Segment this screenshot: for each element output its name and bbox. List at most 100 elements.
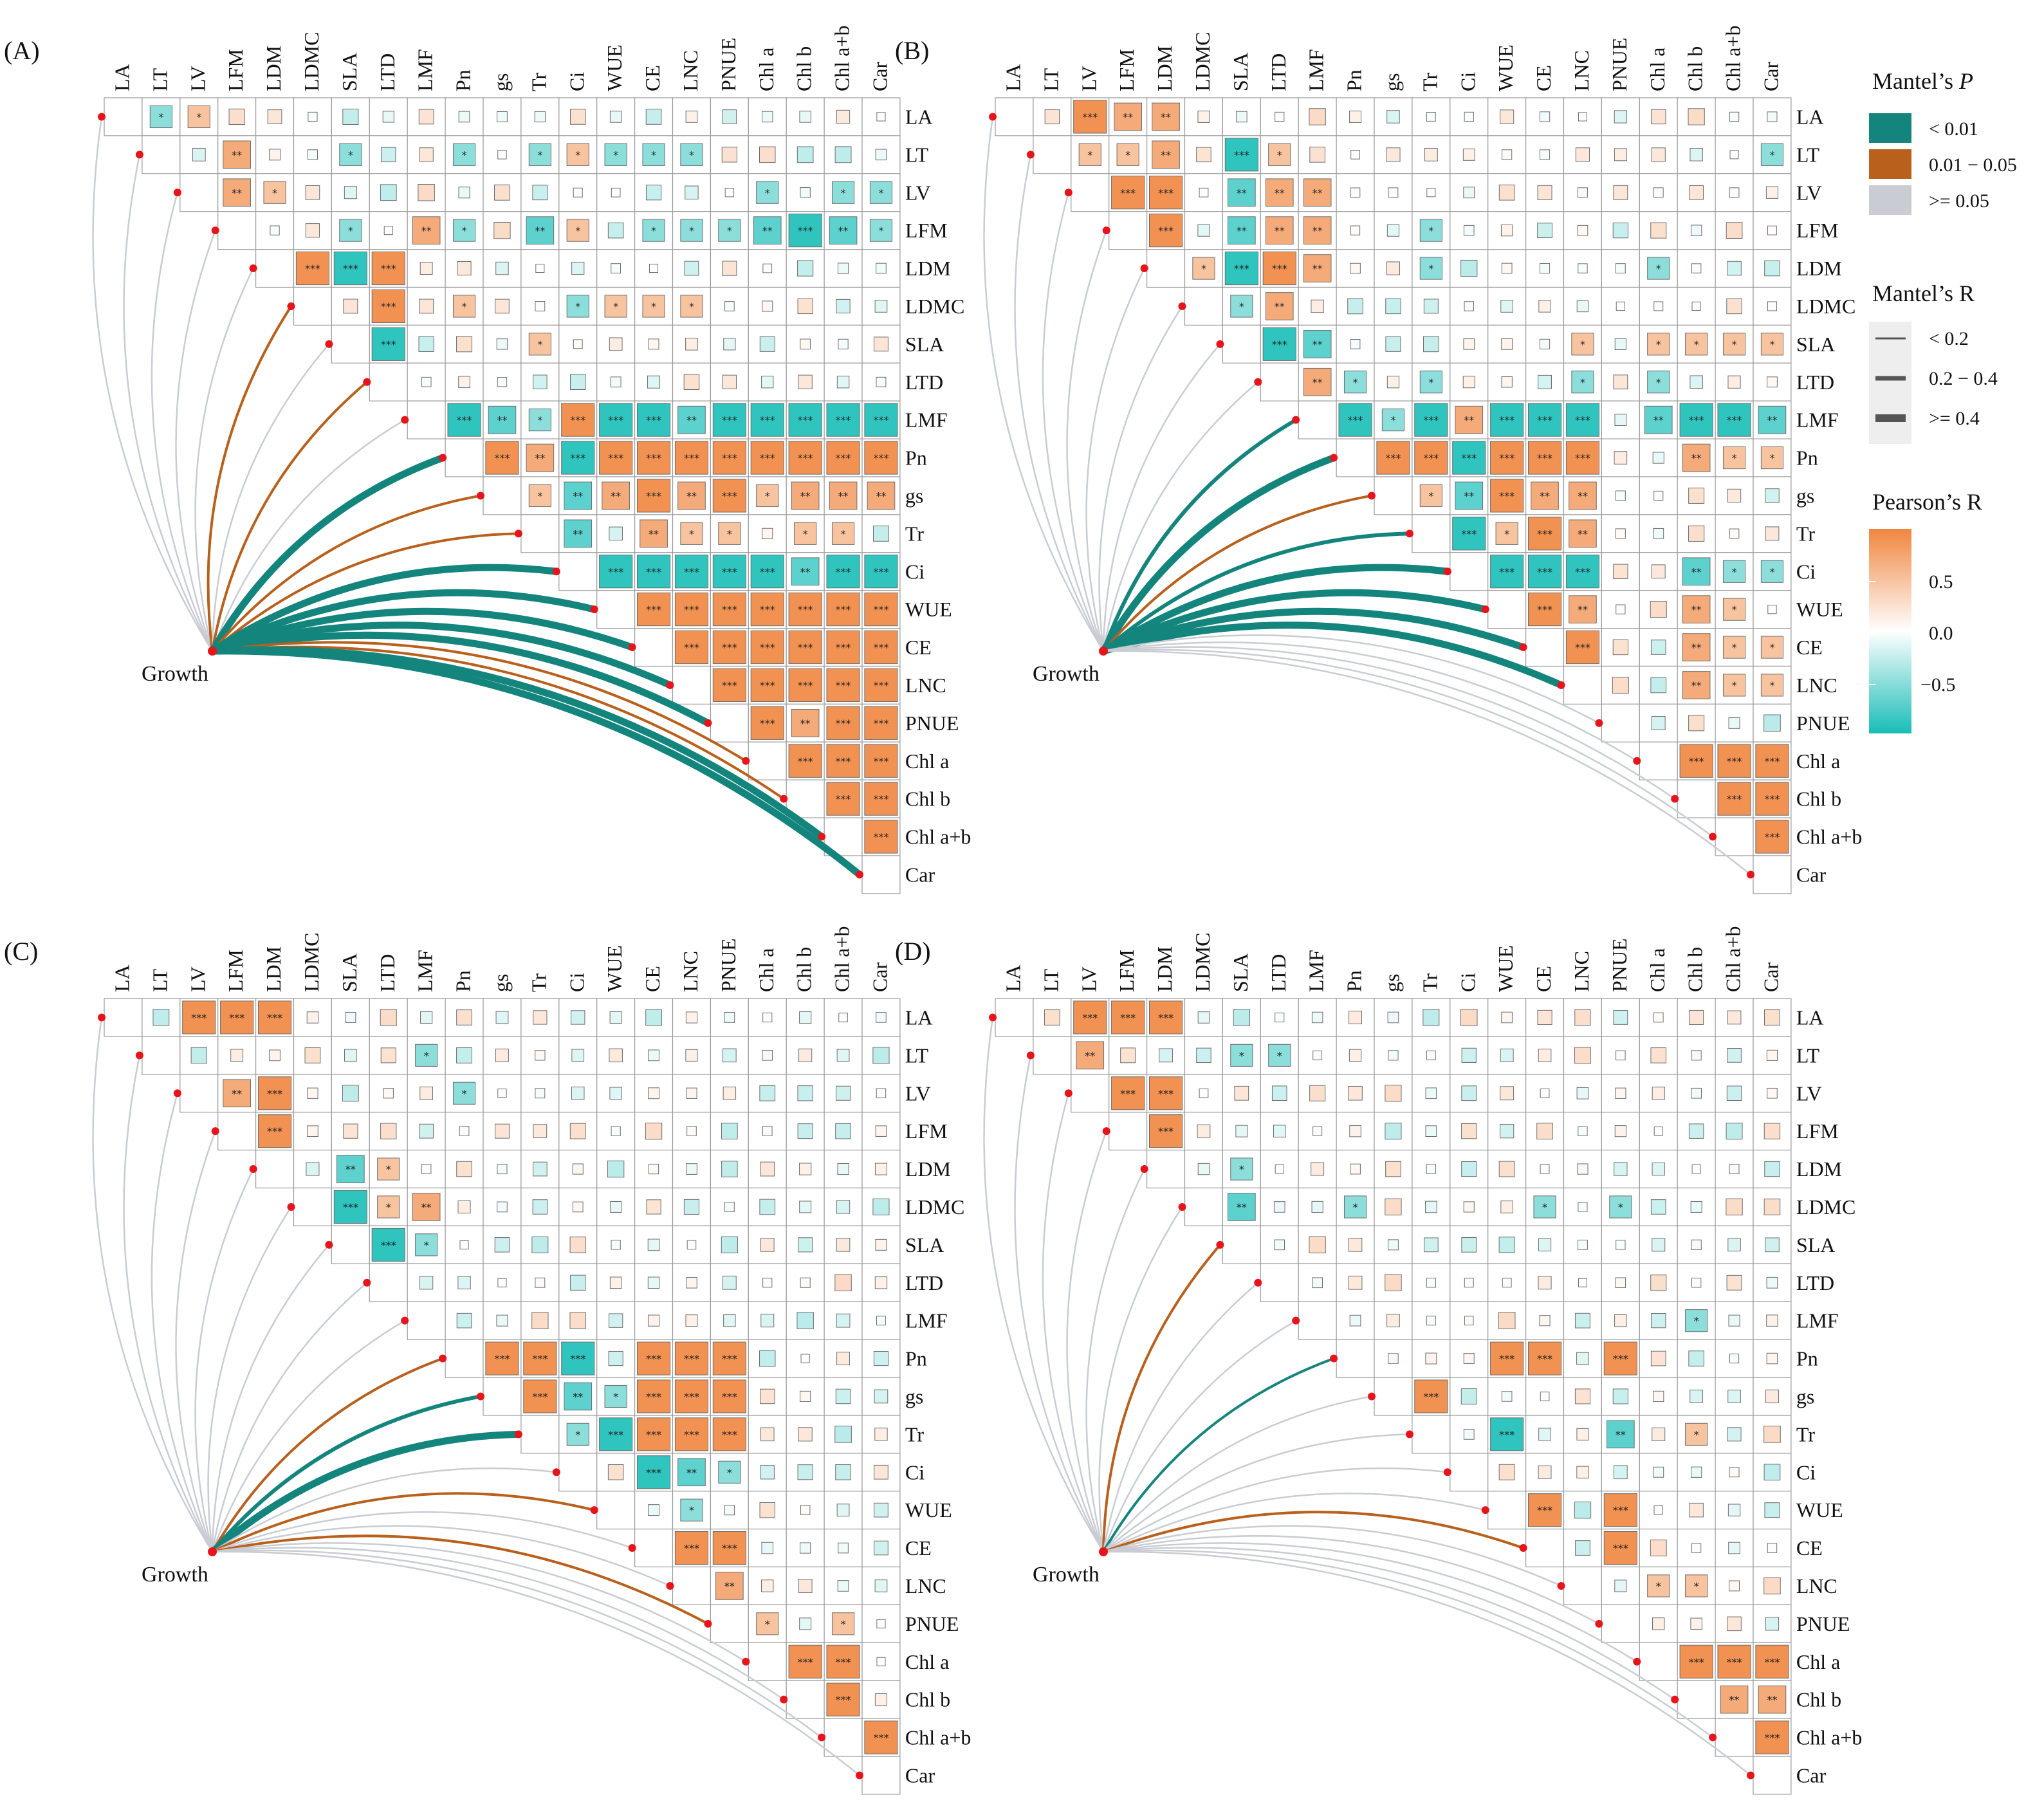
col-label-D-15: LNC: [1570, 951, 1593, 992]
corr-square-C-LA-LV: [182, 1000, 216, 1035]
corr-square-A-Pn-Chl a+b: [826, 441, 860, 475]
corr-square-A-LV-WUE: [611, 187, 621, 198]
mantel-link-D-Car: [1102, 1551, 1752, 1776]
sig-stars-A-8-9: ***: [457, 414, 472, 427]
corr-square-C-Tr-Ci: [566, 1422, 589, 1446]
sig-stars-A-9-12: ***: [570, 452, 585, 465]
link-end-dot-A-4: [249, 264, 257, 273]
corr-square-A-LT-gs: [497, 150, 507, 160]
corr-square-A-LA-Ci: [569, 109, 586, 125]
corr-square-D-LFM-gs: [1385, 1123, 1402, 1140]
sig-stars-A-9-20: ***: [873, 452, 888, 465]
corr-square-B-LMF-Chl b: [1679, 403, 1713, 437]
cell-D-10-17: [1639, 1377, 1678, 1416]
corr-square-C-gs-CE: [636, 1379, 671, 1413]
corr-square-B-WUE-LNC: [1569, 595, 1597, 623]
corr-square-B-LV-Tr: [1426, 188, 1436, 198]
row-label-D-8: LMF: [1796, 1309, 1839, 1332]
sig-stars-B-10-15: **: [1578, 490, 1588, 502]
corr-square-C-LFM-CE: [645, 1123, 663, 1140]
cell-B-20-20: [1753, 855, 1792, 894]
corr-square-A-LA-WUE: [609, 111, 622, 123]
cell-A-11-11: [520, 514, 560, 553]
corr-square-A-LT-LMF: [419, 147, 434, 162]
row-label-C-14: CE: [905, 1536, 932, 1560]
mantel-link-C-Car: [211, 1551, 861, 1776]
row-label-D-10: gs: [1796, 1385, 1814, 1408]
corr-square-A-LMF-Ci: [561, 403, 595, 437]
corr-square-D-LT-LDM: [1159, 1048, 1173, 1063]
sig-stars-C-11-15: ***: [684, 1428, 699, 1440]
corr-square-C-Tr-Chl a+b: [834, 1426, 852, 1443]
col-label-C-6: SLA: [338, 953, 361, 992]
col-label-D-3: LFM: [1115, 950, 1138, 992]
corr-square-C-LMF-CE: [647, 1314, 660, 1327]
cell-A-4-4: [255, 249, 295, 288]
row-label-C-18: Chl b: [905, 1688, 950, 1711]
corr-square-C-CE-PNUE: [712, 1531, 746, 1565]
mantel-link-A-LMF: [211, 419, 406, 652]
corr-square-A-gs-Car: [867, 481, 896, 510]
corr-square-B-LNC-Chl b: [1682, 671, 1711, 699]
corr-square-B-LT-Tr: [1424, 147, 1438, 161]
sig-stars-B-14-19: *: [1732, 641, 1737, 654]
corr-square-B-LV-CE: [1537, 185, 1552, 200]
corr-square-C-LDM-CE: [648, 1163, 659, 1175]
cell-D-3-6: [1222, 1112, 1261, 1151]
link-end-dot-B-12: [1443, 567, 1451, 576]
corr-square-C-LFM-LDM: [257, 1114, 292, 1148]
cell-C-8-8: [407, 1301, 446, 1340]
cell-C-11-11: [520, 1415, 560, 1454]
col-label-B-4: LDM: [1153, 46, 1176, 91]
sig-stars-A-12-18: **: [800, 566, 811, 578]
sig-stars-A-4-5: ***: [305, 262, 320, 275]
corr-square-D-LFM-SLA: [1235, 1125, 1248, 1137]
corr-square-A-LT-LDMC: [307, 149, 318, 160]
row-label-B-3: LFM: [1796, 219, 1839, 242]
corr-square-A-Ci-WUE: [599, 555, 633, 589]
link-end-dot-B-14: [1519, 643, 1527, 652]
sig-stars-A-10-14: ***: [646, 490, 661, 502]
sig-stars-C-2-3: **: [232, 1087, 242, 1100]
corr-square-B-LT-LTD: [1268, 143, 1291, 166]
row-label-A-15: LNC: [905, 674, 946, 697]
corr-square-C-SLA-LNC: [686, 1240, 697, 1250]
corr-square-C-Tr-WUE: [599, 1417, 633, 1451]
sig-stars-A-3-17: **: [762, 225, 773, 237]
corr-square-D-SLA-LMF: [1309, 1236, 1326, 1254]
corr-square-C-Ci-PNUE: [718, 1460, 741, 1484]
mantel-link-D-Chl a+b: [1102, 1549, 1714, 1738]
cell-C-20-20: [861, 1756, 901, 1795]
row-label-A-0: LA: [905, 105, 933, 128]
corr-square-A-LFM-LMF: [412, 216, 441, 244]
mantel-link-B-CE: [1100, 607, 1527, 655]
sig-stars-A-12-16: ***: [722, 566, 737, 578]
corr-square-B-LT-LNC: [1575, 147, 1590, 162]
cell-D-10-10: [1374, 1377, 1413, 1416]
link-end-dot-B-7: [1254, 378, 1262, 386]
corr-square-A-Ci-LNC: [674, 555, 709, 589]
corr-square-C-SLA-PNUE: [721, 1236, 738, 1253]
corr-square-D-LV-Chl a: [1652, 1087, 1665, 1100]
sig-stars-C-11-16: ***: [722, 1428, 737, 1440]
mantel-link-B-PNUE: [1102, 634, 1600, 724]
sig-stars-A-10-16: ***: [722, 490, 737, 502]
cell-C-10-10: [483, 1377, 522, 1416]
corr-square-D-LA-LDM: [1148, 1000, 1183, 1035]
corr-square-B-LDMC-LMF: [1311, 299, 1324, 313]
sig-stars-D-17-19: ***: [1727, 1656, 1742, 1668]
corr-square-C-LMF-Chl a: [760, 1314, 775, 1328]
corr-square-B-LV-LDM: [1148, 176, 1183, 210]
sig-stars-A-9-10: ***: [494, 452, 510, 465]
cell-B-3-5: [1184, 211, 1224, 250]
corr-square-B-LMF-Chl a: [1644, 405, 1673, 434]
sig-stars-A-9-18: ***: [798, 452, 813, 465]
cell-D-14-14: [1525, 1528, 1565, 1568]
corr-square-A-LT-LFM: [223, 140, 251, 169]
corr-square-D-LDM-SLA: [1230, 1157, 1253, 1181]
cell-C-13-13: [596, 1491, 636, 1530]
sig-stars-A-16-20: ***: [873, 717, 888, 730]
row-label-D-3: LFM: [1796, 1119, 1839, 1143]
sig-stars-A-5-14: *: [651, 300, 656, 313]
sig-stars-A-3-16: *: [727, 225, 732, 237]
